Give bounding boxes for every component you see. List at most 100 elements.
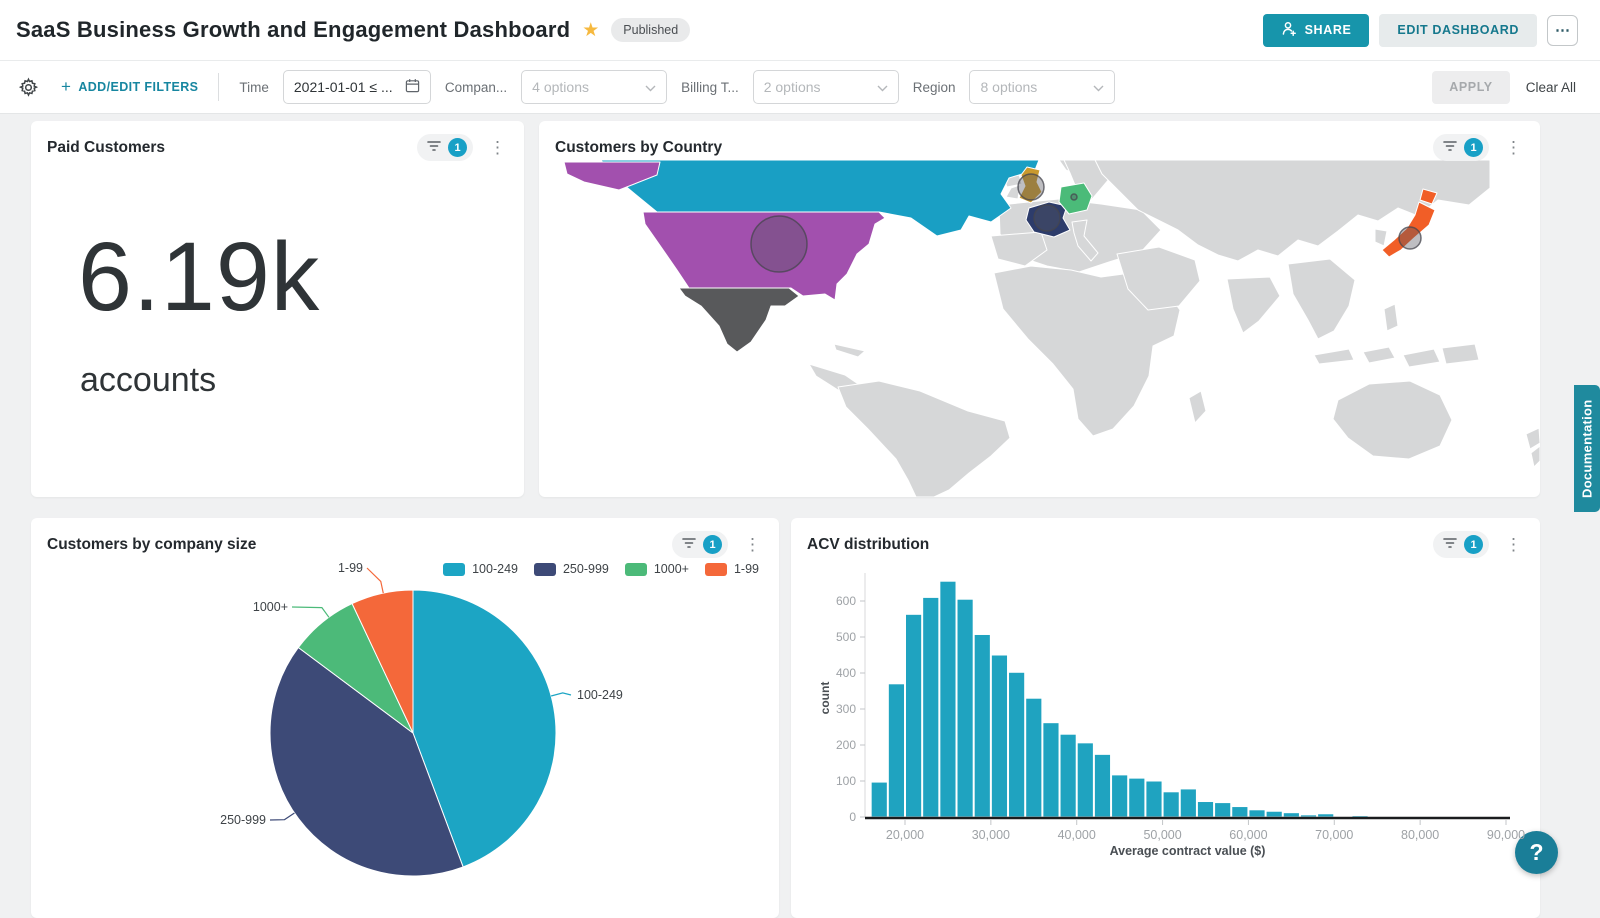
histogram-bar[interactable]	[1059, 733, 1077, 818]
legend-item-1-99[interactable]: 1-99	[704, 562, 759, 576]
histogram-bar[interactable]	[922, 596, 940, 818]
company-filter-dropdown[interactable]: 4 options	[521, 70, 668, 104]
histogram-bar[interactable]	[1299, 814, 1318, 818]
time-filter-input[interactable]: 2021-01-01 ≤ ...	[282, 70, 431, 104]
chevron-down-icon	[645, 79, 656, 95]
widget-menu-kebab-icon[interactable]: ⋮	[740, 534, 765, 555]
map-bubble-japan[interactable]	[1398, 226, 1422, 250]
country-shape[interactable]	[563, 161, 661, 191]
share-button[interactable]: SHARE	[1262, 13, 1370, 47]
clear-all-button[interactable]: Clear All	[1525, 79, 1576, 95]
histogram-bar[interactable]	[1111, 774, 1129, 818]
favorite-star-icon[interactable]: ★	[582, 19, 600, 41]
map-bubble-germany[interactable]	[1070, 193, 1078, 201]
filter-count-badge: 1	[703, 535, 722, 554]
country-shape[interactable]	[1058, 182, 1093, 215]
pie-callout-line	[550, 692, 572, 697]
country-shape	[1313, 348, 1355, 365]
country-shape	[1402, 348, 1441, 368]
legend-item-1000+[interactable]: 1000+	[624, 562, 689, 576]
y-tick-label: 300	[836, 702, 856, 716]
documentation-tab[interactable]: Documentation	[1574, 385, 1600, 512]
country-shape	[1525, 427, 1540, 450]
histogram-bar[interactable]	[905, 613, 923, 818]
histogram-bar[interactable]	[1008, 671, 1026, 818]
histogram-bar[interactable]	[1145, 780, 1163, 818]
pie-slice-label: 1000+	[253, 600, 288, 614]
histogram-bar[interactable]	[1248, 809, 1266, 818]
add-edit-filters-button[interactable]: + ADD/EDIT FILTERS	[61, 77, 199, 96]
help-button[interactable]: ?	[1515, 831, 1558, 874]
pie-slice-label: 250-999	[220, 813, 266, 827]
histogram-bar[interactable]	[1162, 791, 1180, 818]
histogram-bar[interactable]	[973, 633, 991, 818]
map-bubble-france[interactable]	[1033, 204, 1061, 232]
histogram-bar[interactable]	[1196, 801, 1215, 818]
region-filter-dropdown[interactable]: 8 options	[969, 70, 1116, 104]
histogram-bar[interactable]	[1042, 722, 1060, 818]
histogram-bar[interactable]	[870, 781, 888, 818]
filter-count-badge: 1	[448, 138, 467, 157]
widget-menu-kebab-icon[interactable]: ⋮	[1501, 534, 1526, 555]
apply-button[interactable]: APPLY	[1432, 70, 1510, 104]
x-tick-label: 60,000	[1229, 828, 1267, 842]
y-tick-label: 600	[836, 594, 856, 608]
country-shape	[1226, 276, 1281, 334]
histogram-bar[interactable]	[1282, 812, 1300, 818]
country-shape	[1383, 303, 1399, 332]
histogram-bar[interactable]	[956, 598, 974, 818]
histogram-bar[interactable]	[1025, 697, 1043, 818]
histogram-bar[interactable]	[1214, 802, 1232, 818]
histogram-bar[interactable]	[1179, 788, 1197, 818]
legend-item-250-999[interactable]: 250-999	[533, 562, 609, 576]
histogram-bar[interactable]	[1076, 742, 1094, 818]
calendar-icon	[405, 78, 420, 96]
country-shape	[1441, 343, 1480, 365]
kpi-unit: accounts	[80, 361, 217, 399]
legend-item-100-249[interactable]: 100-249	[443, 562, 518, 576]
histogram-bar[interactable]	[1128, 777, 1146, 818]
map-bubble-united-kingdom[interactable]	[1017, 173, 1045, 201]
edit-dashboard-button[interactable]: EDIT DASHBOARD	[1379, 13, 1537, 47]
chevron-down-icon	[877, 79, 888, 95]
filter-settings-gear-icon[interactable]	[18, 77, 39, 98]
pie-slice-100-249[interactable]	[412, 589, 557, 868]
widget-menu-kebab-icon[interactable]: ⋮	[1501, 137, 1526, 158]
pie-slice-250-999[interactable]	[269, 646, 464, 877]
widget-title: Customers by Country	[555, 138, 723, 156]
widget-menu-kebab-icon[interactable]: ⋮	[485, 137, 510, 158]
filter-count-badge: 1	[1464, 138, 1483, 157]
widget-filter-button[interactable]: 1	[1433, 134, 1489, 161]
country-shape[interactable]	[1381, 201, 1436, 258]
legend-swatch	[624, 562, 647, 576]
country-shape[interactable]	[678, 287, 800, 353]
legend-swatch	[533, 562, 556, 576]
widget-filter-button[interactable]: 1	[1433, 531, 1489, 558]
histogram-bar[interactable]	[1317, 813, 1335, 818]
more-options-button[interactable]: ⋯	[1547, 14, 1578, 46]
x-axis-title: Average contract value ($)	[1110, 844, 1266, 858]
histogram-bar[interactable]	[887, 683, 906, 818]
country-shape[interactable]	[1419, 188, 1438, 205]
filter-count-badge: 1	[1464, 535, 1483, 554]
histogram-bar[interactable]	[1093, 753, 1112, 818]
legend-label: 1-99	[733, 562, 759, 576]
widget-filter-button[interactable]: 1	[417, 134, 473, 161]
country-shape[interactable]	[642, 211, 886, 301]
histogram-bar[interactable]	[990, 654, 1009, 818]
histogram-bar[interactable]	[1265, 810, 1283, 818]
country-shape	[1005, 184, 1021, 200]
histogram-bar[interactable]	[939, 580, 957, 818]
pie-slice-1-99[interactable]	[351, 589, 414, 734]
paid-customers-widget: Paid Customers 1 ⋮ 6.19k accounts	[31, 121, 524, 497]
y-tick-label: 500	[836, 630, 856, 644]
widget-filter-button[interactable]: 1	[672, 531, 728, 558]
y-tick-label: 0	[849, 810, 856, 824]
billing-filter-dropdown[interactable]: 2 options	[752, 70, 899, 104]
funnel-filter-icon	[682, 537, 696, 552]
map-bubble-united-states[interactable]	[750, 215, 808, 273]
country-shape	[1094, 160, 1491, 262]
pie-callout-line	[291, 606, 330, 618]
histogram-bar[interactable]	[1231, 806, 1249, 818]
plus-icon: +	[61, 77, 72, 96]
